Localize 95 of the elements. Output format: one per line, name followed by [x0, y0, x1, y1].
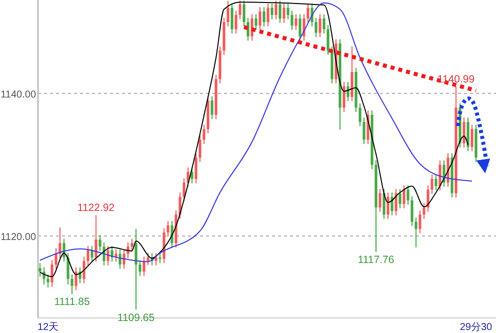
candlestick	[278, 0, 282, 24]
candlestick	[130, 238, 134, 252]
candlestick	[270, 3, 274, 20]
candlestick	[154, 252, 158, 266]
candlestick	[62, 238, 66, 262]
candlestick	[386, 192, 390, 220]
candlestick	[234, 10, 238, 34]
candlestick	[66, 252, 70, 285]
candlestick	[230, 3, 234, 34]
candlestick	[122, 249, 126, 270]
candlestick	[430, 174, 434, 194]
candlestick	[422, 202, 426, 220]
candlestick	[294, 14, 298, 30]
candlestick	[238, 0, 242, 20]
candlestick	[434, 174, 438, 191]
candlestick	[202, 124, 206, 145]
candlestick	[166, 220, 170, 238]
candlestick	[82, 256, 86, 284]
candlestick	[310, 3, 314, 27]
candlestick	[306, 3, 310, 24]
candlestick	[342, 81, 346, 112]
x-tick-label: 12天	[37, 322, 59, 333]
candlestick	[186, 167, 190, 188]
candlestick	[54, 248, 58, 270]
annotation: 1117.76	[358, 254, 394, 266]
x-tick-label: 29分30	[460, 321, 493, 333]
candlestick	[78, 266, 82, 284]
candlestick	[442, 160, 446, 188]
candlestick	[358, 102, 362, 127]
candlestick	[426, 184, 430, 212]
candlestick	[42, 266, 46, 285]
candlestick	[94, 214, 98, 262]
annotation: 1109.65	[117, 312, 155, 324]
candlestick	[110, 245, 114, 262]
candlestick	[170, 220, 174, 248]
candlestick	[258, 6, 262, 30]
candlestick	[322, 14, 326, 34]
candlestick	[462, 117, 466, 148]
candlestick	[246, 17, 250, 42]
candlestick	[198, 134, 202, 162]
candlestick	[50, 260, 54, 288]
candlestick	[106, 245, 110, 266]
candlestick	[274, 0, 278, 20]
candlestick	[390, 192, 394, 216]
candlestick	[302, 14, 306, 42]
candlestick	[326, 24, 330, 56]
candlestick	[126, 242, 130, 259]
candlestick	[262, 6, 266, 27]
candlestick	[438, 160, 442, 191]
y-tick-label: 1120.00	[0, 232, 36, 244]
candlestick	[210, 96, 214, 120]
candlestick	[398, 188, 402, 209]
candlestick	[418, 210, 422, 234]
candlestick	[58, 226, 62, 259]
candlestick	[414, 216, 418, 248]
candlestick	[138, 260, 142, 276]
candlestick	[406, 184, 410, 206]
candlestick	[470, 124, 474, 152]
candlestick	[318, 14, 322, 38]
candlestick	[90, 245, 94, 262]
candlestick	[134, 228, 138, 310]
candlestick	[242, 0, 246, 27]
candlestick	[118, 249, 122, 270]
candlestick	[46, 274, 50, 288]
annotation: 1111.85	[54, 296, 90, 308]
candlestick	[382, 188, 386, 220]
candlestick	[178, 192, 182, 220]
candlestick	[402, 184, 406, 209]
candlestick	[314, 17, 318, 38]
candlestick	[38, 262, 42, 278]
candlestick	[86, 245, 90, 266]
candlestick	[190, 167, 194, 184]
candlestick	[410, 196, 414, 227]
candlestick	[290, 10, 294, 30]
candlestick	[286, 3, 290, 20]
candlestick	[298, 14, 302, 42]
annotation: 1122.92	[77, 202, 115, 214]
candlestick	[282, 3, 286, 24]
candlestick	[346, 81, 350, 102]
candlestick	[378, 188, 382, 212]
candlestick	[146, 252, 150, 266]
candlestick	[74, 266, 78, 291]
candlestick	[194, 152, 198, 184]
y-tick-label: 1140.00	[0, 89, 36, 100]
candlestick	[394, 188, 398, 216]
candlestick	[70, 274, 74, 295]
candlestick	[362, 117, 366, 145]
candlestick	[182, 178, 186, 202]
candlestick	[254, 14, 258, 30]
candlestick	[226, 0, 230, 27]
candlestick	[158, 252, 162, 264]
candlestick	[98, 234, 102, 252]
candlestick	[142, 256, 146, 276]
annotation: 1140.99	[437, 73, 475, 86]
candlestick	[266, 3, 270, 27]
